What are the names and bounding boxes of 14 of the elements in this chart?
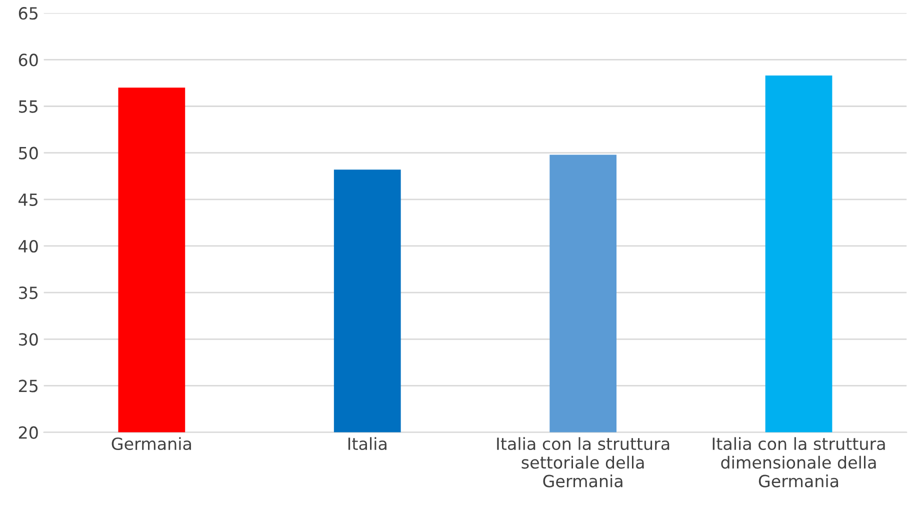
x-tick-label: Germania [112,437,191,450]
y-tick-label: 20 [18,426,38,439]
y-tick-label: 35 [19,286,38,300]
y-tick-label: 25 [18,380,38,392]
x-tick-label: Italia [348,437,386,450]
y-tick-label: 65 [18,7,38,20]
y-tick-label: 60 [18,54,38,66]
y-tick-label: 40 [18,240,38,253]
y-tick-label: 50 [19,146,38,160]
x-tick-label: Italia con la struttura dimensionale della Germania [712,437,885,488]
y-tick-label: 30 [19,333,38,346]
y-tick-label: 55 [19,100,38,113]
x-tick-label: Italia con la struttura settoriale della Germania [497,437,670,488]
y-tick-label: 45 [18,194,38,206]
